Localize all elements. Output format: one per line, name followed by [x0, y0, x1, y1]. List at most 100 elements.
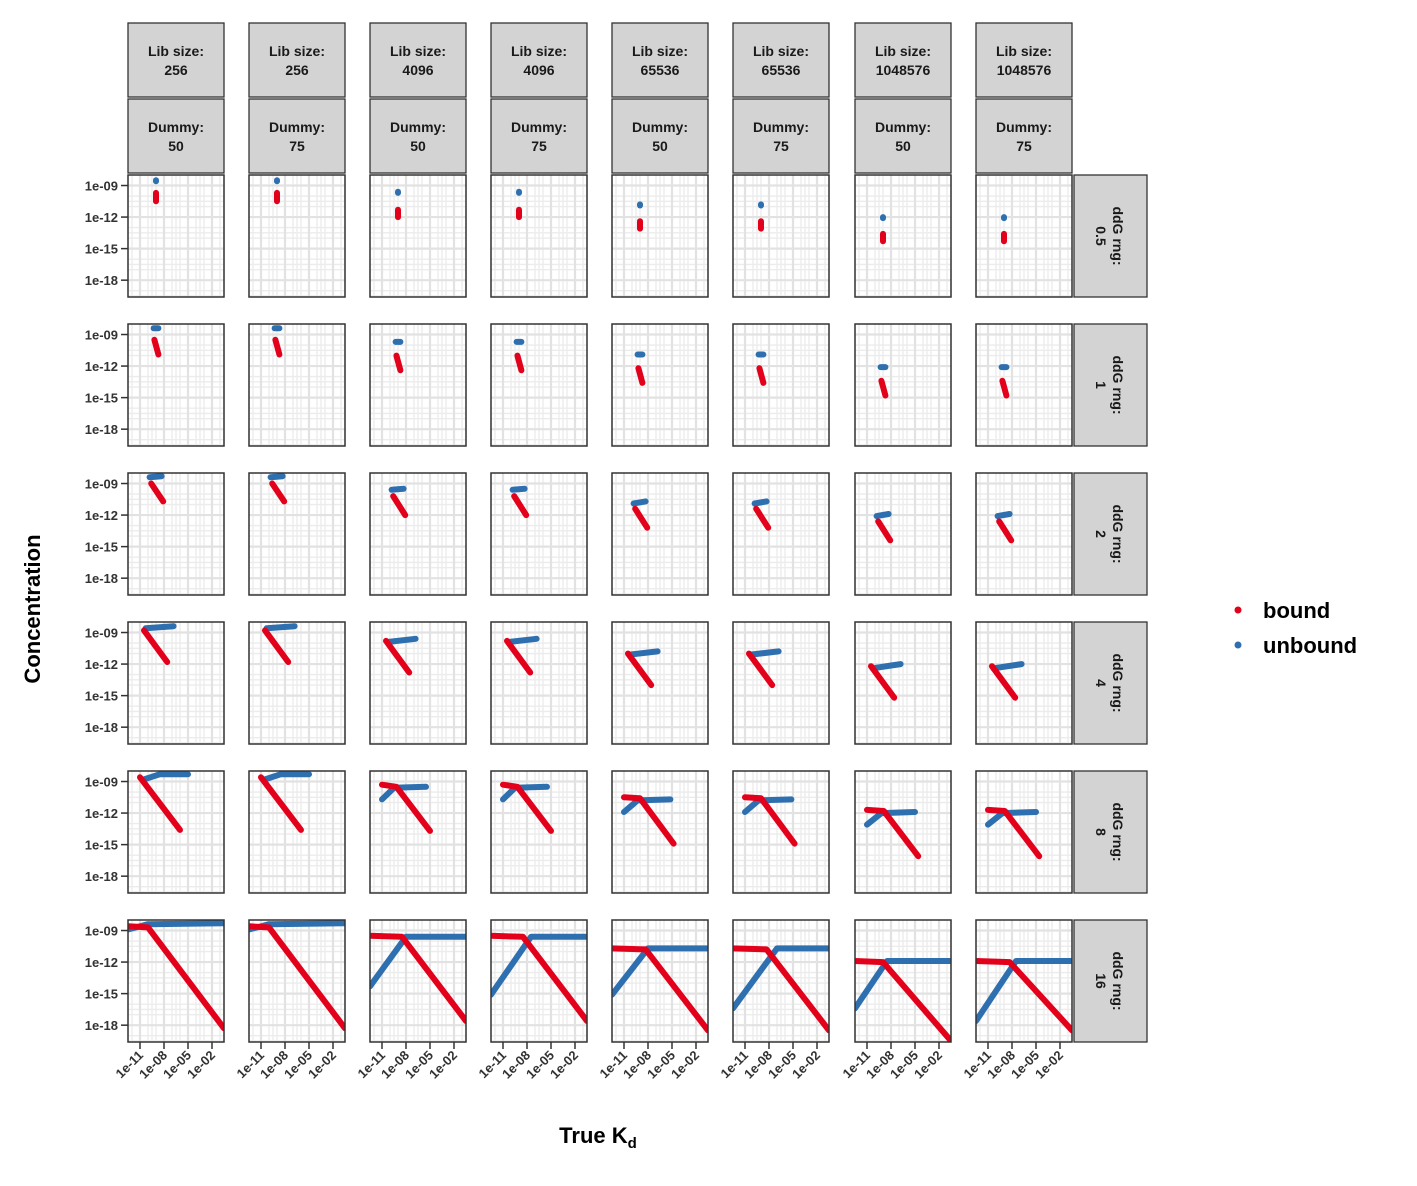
- panel: [490, 323, 588, 447]
- series-unbound-line: [994, 511, 1013, 520]
- panel: [369, 323, 467, 447]
- panel-data: [621, 794, 677, 847]
- panel: [248, 472, 346, 596]
- y-tick-label: 1e-18: [85, 720, 118, 735]
- series-bound-line: [383, 637, 413, 676]
- panel-border: [248, 174, 346, 298]
- column-strip-dummy-value: 50: [168, 138, 184, 154]
- series-unbound-line: [491, 933, 587, 998]
- column-strip-lib-value: 256: [285, 62, 309, 78]
- panel-border: [611, 621, 709, 745]
- panel: [732, 770, 830, 894]
- column-strip-dummy-value: 50: [410, 138, 426, 154]
- series-unbound-line: [141, 771, 191, 783]
- row-strip-label-group: ddG rng:4: [1093, 653, 1126, 712]
- column-strip-dummy-value: 75: [289, 138, 305, 154]
- panel-data: [868, 661, 904, 701]
- row-strip-value: 4: [1093, 679, 1109, 687]
- column-strip-dummy: [732, 98, 830, 174]
- panel: [248, 174, 346, 298]
- panel-border: [975, 919, 1073, 1043]
- column-strip-dummy-label: Dummy:: [269, 119, 325, 135]
- series-bound-line: [151, 336, 162, 358]
- series-bound-line: [878, 377, 889, 399]
- series-unbound-line: [509, 485, 528, 493]
- row-strip: [1073, 472, 1148, 596]
- panel: [975, 472, 1073, 596]
- series-unbound-line: [855, 958, 951, 1012]
- panel-border: [127, 174, 225, 298]
- panel-data: [509, 485, 530, 519]
- panel-border: [490, 472, 588, 596]
- panel-border: [854, 472, 952, 596]
- series-unbound-line: [630, 498, 649, 507]
- row-strip-label: ddG rng:: [1110, 504, 1126, 563]
- row-strip-label: ddG rng:: [1110, 951, 1126, 1010]
- column-strip-lib: [490, 22, 588, 98]
- series-bound-line: [753, 505, 772, 531]
- panel-border: [369, 770, 467, 894]
- panel-border: [854, 919, 952, 1043]
- row-strip-label: ddG rng:: [1110, 355, 1126, 414]
- panel: [369, 472, 467, 596]
- panel-data: [612, 945, 708, 1034]
- series-bound-line: [141, 627, 171, 665]
- panel-border: [611, 919, 709, 1043]
- panel-data: [267, 473, 288, 505]
- panel: [248, 323, 346, 447]
- row-strip-label: ddG rng:: [1110, 802, 1126, 861]
- panel-border: [369, 472, 467, 596]
- series-unbound-line: [505, 635, 540, 645]
- panel-border: [369, 174, 467, 298]
- panel-data: [388, 485, 409, 519]
- panel-border: [248, 323, 346, 447]
- series-bound-line: [269, 480, 288, 505]
- series-bound-line: [868, 663, 898, 701]
- y-tick-label: 1e-12: [85, 806, 118, 821]
- panel-border: [490, 621, 588, 745]
- row-strip: [1073, 621, 1148, 745]
- panel-border: [369, 919, 467, 1043]
- panel: [369, 174, 467, 298]
- series-bound-line: [128, 923, 224, 1032]
- panel-data: [271, 325, 283, 358]
- series-unbound-line: [384, 635, 419, 645]
- panel-data: [630, 498, 651, 531]
- panel-data: [137, 771, 191, 833]
- panel: [975, 621, 1073, 745]
- series-bound-line: [393, 352, 404, 374]
- x-tick-label: 1e-02: [547, 1048, 581, 1082]
- row-strip-value: 16: [1093, 973, 1109, 989]
- panel-data: [873, 511, 894, 544]
- series-bound-line: [733, 945, 829, 1034]
- panel: [490, 770, 588, 894]
- panel: [854, 323, 952, 447]
- row-strip-label-group: ddG rng:0.5: [1093, 206, 1126, 265]
- column-strip-lib-value: 4096: [523, 62, 554, 78]
- panel-border: [732, 919, 830, 1043]
- series-bound-line: [875, 518, 894, 544]
- series-bound-line: [262, 627, 292, 665]
- column-strip-dummy-value: 50: [652, 138, 668, 154]
- row-strip-label-group: ddG rng:16: [1093, 951, 1126, 1010]
- panel-data: [128, 920, 224, 1032]
- series-bound-line: [621, 794, 677, 847]
- panel-data: [141, 623, 177, 665]
- panel-border: [248, 472, 346, 596]
- series-unbound-line: [267, 473, 286, 481]
- panel-border: [490, 174, 588, 298]
- column-strip-dummy-label: Dummy:: [148, 119, 204, 135]
- series-bound-line: [511, 493, 530, 519]
- panel: [854, 621, 952, 745]
- panel-border: [854, 174, 952, 298]
- panel-data: [392, 338, 404, 374]
- row-strip-value: 8: [1093, 828, 1109, 836]
- panel-border: [369, 621, 467, 745]
- panel: [369, 621, 467, 745]
- x-tick-label: 1e-02: [305, 1048, 339, 1082]
- x-tick-label: 1e-02: [911, 1048, 945, 1082]
- panel: [248, 621, 346, 745]
- panel: [732, 919, 830, 1043]
- y-tick-label: 1e-18: [85, 1018, 118, 1033]
